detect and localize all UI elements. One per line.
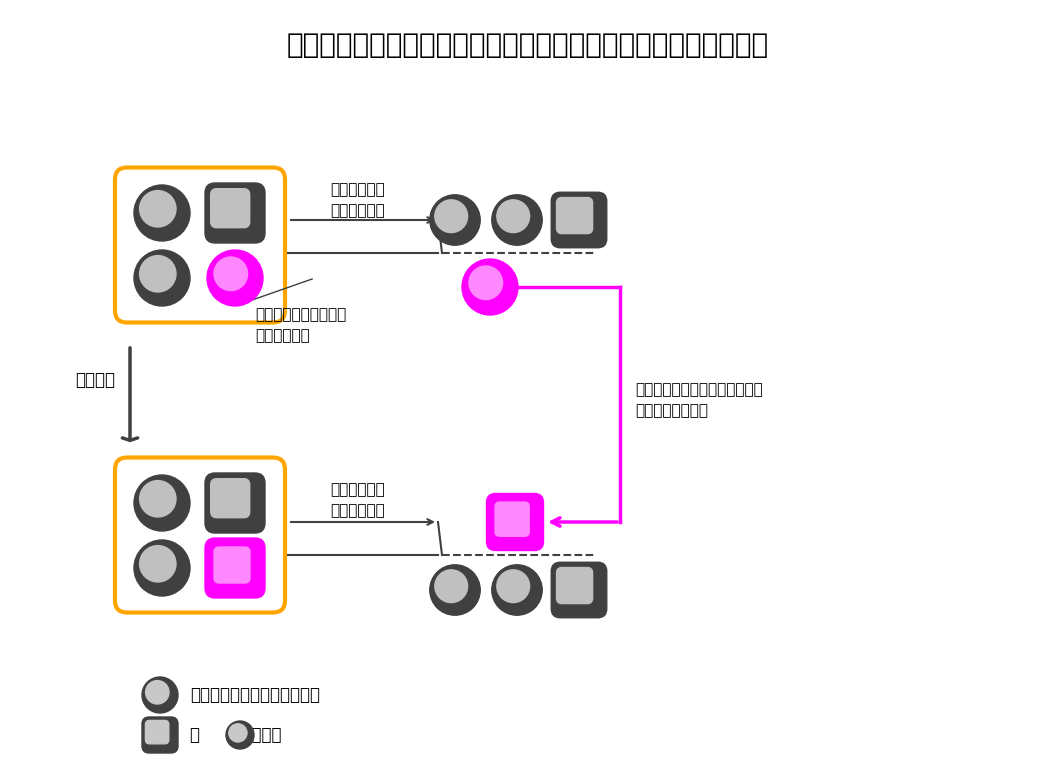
Circle shape (226, 721, 254, 749)
FancyBboxPatch shape (495, 502, 529, 536)
FancyBboxPatch shape (115, 168, 285, 322)
FancyBboxPatch shape (214, 547, 250, 583)
Circle shape (430, 565, 480, 615)
Text: 時間経過: 時間経過 (75, 371, 115, 389)
FancyBboxPatch shape (142, 717, 178, 753)
FancyBboxPatch shape (487, 494, 544, 551)
Text: 質量分析器で
分離して検出: 質量分析器で 分離して検出 (329, 182, 384, 218)
Circle shape (134, 250, 190, 306)
FancyBboxPatch shape (211, 479, 249, 518)
Circle shape (463, 259, 518, 315)
Circle shape (492, 565, 542, 615)
FancyBboxPatch shape (557, 568, 592, 604)
Circle shape (496, 570, 530, 603)
Circle shape (492, 195, 542, 245)
Circle shape (139, 480, 176, 517)
FancyBboxPatch shape (146, 721, 169, 744)
Circle shape (142, 677, 178, 713)
FancyBboxPatch shape (211, 189, 249, 228)
Text: 標識したプローブ分子の変化に
特化して追跡可能: 標識したプローブ分子の変化に 特化して追跡可能 (635, 382, 762, 418)
Text: 質量分析器で
分離して検出: 質量分析器で 分離して検出 (329, 482, 384, 518)
Circle shape (214, 257, 247, 291)
Circle shape (469, 266, 503, 300)
FancyBboxPatch shape (551, 562, 607, 618)
FancyBboxPatch shape (115, 458, 285, 612)
Circle shape (146, 681, 169, 704)
Circle shape (139, 545, 176, 582)
FancyBboxPatch shape (205, 538, 265, 598)
FancyBboxPatch shape (205, 473, 265, 533)
Circle shape (435, 200, 468, 232)
Circle shape (496, 200, 530, 232)
Circle shape (430, 195, 480, 245)
Circle shape (139, 256, 176, 292)
Circle shape (139, 190, 176, 227)
Circle shape (134, 475, 190, 531)
Text: ：生体に存在する未標識分子: ：生体に存在する未標識分子 (190, 686, 320, 704)
FancyBboxPatch shape (205, 183, 265, 243)
Circle shape (435, 570, 468, 603)
Text: 安定同位体で標識した
プローブ分子: 安定同位体で標識した プローブ分子 (254, 307, 346, 343)
Circle shape (207, 250, 263, 306)
Circle shape (134, 185, 190, 241)
Circle shape (229, 724, 247, 742)
Text: ：      の代謝産物: ： の代謝産物 (190, 726, 282, 744)
FancyBboxPatch shape (551, 192, 607, 248)
FancyBboxPatch shape (557, 197, 592, 233)
Text: 安定同位体標識プローブ分子：注目する脂質の変化を追うツール: 安定同位体標識プローブ分子：注目する脂質の変化を追うツール (287, 31, 769, 59)
Circle shape (134, 540, 190, 596)
